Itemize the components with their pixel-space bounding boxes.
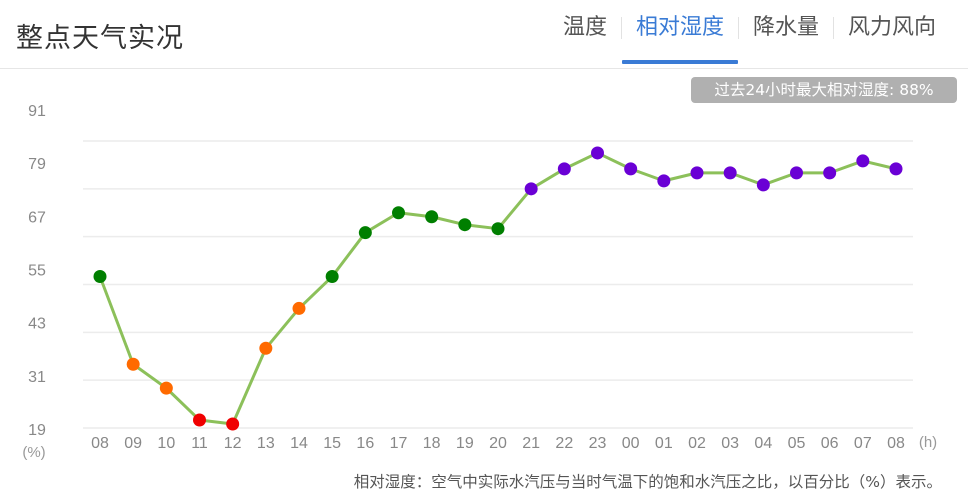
tab-precipitation[interactable]: 降水量 (752, 15, 819, 40)
x-tick-label: 00 (622, 435, 640, 452)
data-point[interactable] (491, 222, 505, 236)
data-point[interactable] (591, 146, 604, 160)
header-divider (0, 68, 968, 69)
x-tick-label: 15 (323, 435, 341, 452)
y-tick-label: 67 (28, 209, 46, 226)
x-tick-label: 23 (589, 435, 607, 452)
data-point[interactable] (790, 166, 803, 180)
data-point[interactable] (159, 381, 173, 395)
x-tick-label: 17 (390, 435, 408, 452)
data-point[interactable] (624, 162, 638, 176)
data-points (93, 146, 903, 431)
data-point[interactable] (690, 166, 704, 180)
x-axis-unit: (h) (919, 434, 937, 451)
data-point[interactable] (756, 178, 770, 192)
x-tick-label: 08 (91, 435, 109, 452)
data-point[interactable] (358, 226, 372, 240)
x-tick-label: 03 (721, 435, 739, 452)
x-tick-label: 07 (854, 435, 872, 452)
data-point[interactable] (524, 182, 538, 196)
y-tick-label: 79 (28, 156, 46, 173)
data-point[interactable] (823, 166, 837, 180)
x-tick-label: 04 (754, 435, 772, 452)
x-tick-label: 20 (489, 435, 507, 452)
data-point[interactable] (126, 357, 140, 371)
data-point[interactable] (193, 413, 206, 427)
x-tick-label: 19 (456, 435, 474, 452)
x-tick-label: 10 (157, 435, 175, 452)
tab-temperature[interactable]: 温度 (562, 15, 607, 40)
y-axis-labels: 91 79 67 55 43 31 19 (28, 103, 46, 439)
x-tick-label: 11 (191, 435, 208, 452)
data-point[interactable] (889, 162, 903, 176)
data-point[interactable] (325, 270, 339, 284)
x-tick-label: 05 (788, 435, 806, 452)
data-point[interactable] (723, 166, 737, 180)
y-tick-label: 19 (28, 422, 46, 439)
x-axis-labels: 08 09 10 11 12 13 14 15 16 17 18 19 20 21 22 23 00 01 02 03… (91, 435, 905, 452)
y-axis-unit: (%) (22, 444, 45, 461)
x-tick-label: 13 (257, 435, 275, 452)
x-tick-label: 12 (224, 435, 242, 452)
y-tick-label: 31 (28, 369, 46, 386)
x-tick-label: 02 (688, 435, 706, 452)
tab-relative-humidity[interactable]: 相对湿度 (621, 12, 738, 64)
data-point[interactable] (557, 162, 571, 176)
data-point[interactable] (292, 301, 306, 315)
data-point[interactable] (657, 174, 671, 188)
data-point[interactable] (425, 210, 439, 224)
tab-bar: 温度 相对湿度 降水量 风力风向 (549, 12, 950, 64)
data-point[interactable] (226, 417, 240, 431)
tab-divider (737, 17, 739, 39)
data-point[interactable] (856, 154, 870, 168)
x-tick-label: 14 (290, 435, 308, 452)
data-point[interactable] (458, 218, 472, 232)
x-tick-label: 21 (522, 435, 540, 452)
tab-wind[interactable]: 风力风向 (847, 15, 936, 40)
max-humidity-badge: 过去24小时最大相对湿度: 88% (691, 77, 957, 103)
x-tick-label: 22 (555, 435, 573, 452)
y-tick-label: 91 (28, 103, 46, 120)
x-tick-label: 06 (821, 435, 839, 452)
tab-divider (620, 17, 622, 39)
page-title: 整点天气实况 (16, 23, 184, 54)
y-tick-label: 55 (28, 263, 46, 280)
footnote: 相对湿度：空气中实际水汽压与当时气温下的饱和水汽压之比，以百分比（%）表示。 (353, 473, 942, 491)
humidity-line (98, 151, 897, 426)
data-point[interactable] (392, 206, 405, 220)
chart-gridlines (83, 140, 913, 429)
x-tick-label: 16 (356, 435, 374, 452)
data-point[interactable] (93, 270, 107, 284)
data-point[interactable] (259, 341, 273, 355)
x-tick-label: 08 (887, 435, 905, 452)
x-tick-label: 09 (124, 435, 142, 452)
x-tick-label: 18 (423, 435, 441, 452)
tab-divider (832, 17, 834, 39)
y-tick-label: 43 (28, 316, 46, 333)
x-tick-label: 01 (655, 435, 673, 452)
